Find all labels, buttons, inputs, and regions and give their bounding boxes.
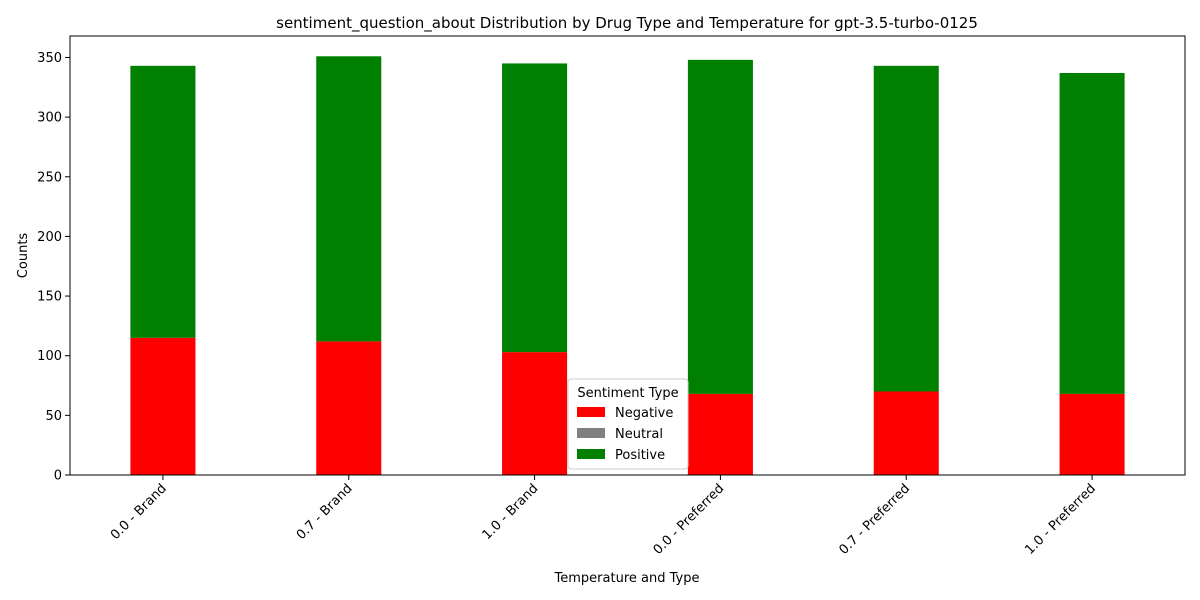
y-tick-label-50: 50 [45, 409, 62, 424]
y-tick-label-250: 250 [37, 170, 62, 185]
y-tick-label-0: 0 [54, 469, 62, 484]
x-tick-label-0: 0.0 - Brand [108, 481, 170, 543]
x-tick-label-2: 1.0 - Brand [480, 481, 542, 543]
bar-negative-4 [873, 391, 939, 475]
bar-positive-1 [316, 56, 382, 342]
legend-label-negative: Negative [615, 406, 673, 421]
y-tick-label-300: 300 [37, 111, 62, 126]
x-axis-title: Temperature and Type [554, 571, 700, 586]
legend-swatch-negative [577, 407, 605, 417]
legend-title: Sentiment Type [577, 386, 678, 401]
bar-negative-3 [687, 393, 753, 475]
bar-negative-0 [130, 337, 196, 475]
bar-negative-2 [502, 352, 568, 475]
legend: Sentiment Type Negative Neutral Positive [567, 378, 689, 470]
bar-negative-5 [1059, 393, 1125, 475]
x-tick-label-4: 0.7 - Preferred [836, 481, 913, 558]
legend-box [567, 378, 689, 470]
x-tick-label-5: 1.0 - Preferred [1022, 481, 1099, 558]
bar-positive-5 [1059, 72, 1125, 394]
legend-label-neutral: Neutral [615, 427, 663, 442]
y-tick-label-350: 350 [37, 51, 62, 66]
axes-frame [69, 35, 1186, 476]
x-tick-label-1: 0.7 - Brand [294, 481, 356, 543]
y-tick-label-200: 200 [37, 230, 62, 245]
bar-positive-4 [873, 65, 939, 392]
legend-label-positive: Positive [615, 448, 665, 463]
x-tick-label-3: 0.0 - Preferred [651, 481, 728, 558]
bar-positive-0 [130, 65, 196, 338]
y-tick-label-100: 100 [37, 349, 62, 364]
y-axis-title: Counts [16, 233, 31, 279]
bar-positive-3 [687, 59, 753, 394]
chart-title: sentiment_question_about Distribution by… [276, 14, 978, 33]
y-tick-label-150: 150 [37, 290, 62, 305]
legend-swatch-positive [577, 449, 605, 459]
bar-positive-2 [502, 63, 568, 353]
legend-swatch-neutral [577, 428, 605, 438]
plot-area: 0 50 100 150 200 250 300 350 0.0 - Brand 0.7 - Br… [37, 35, 1186, 558]
bar-negative-1 [316, 341, 382, 475]
